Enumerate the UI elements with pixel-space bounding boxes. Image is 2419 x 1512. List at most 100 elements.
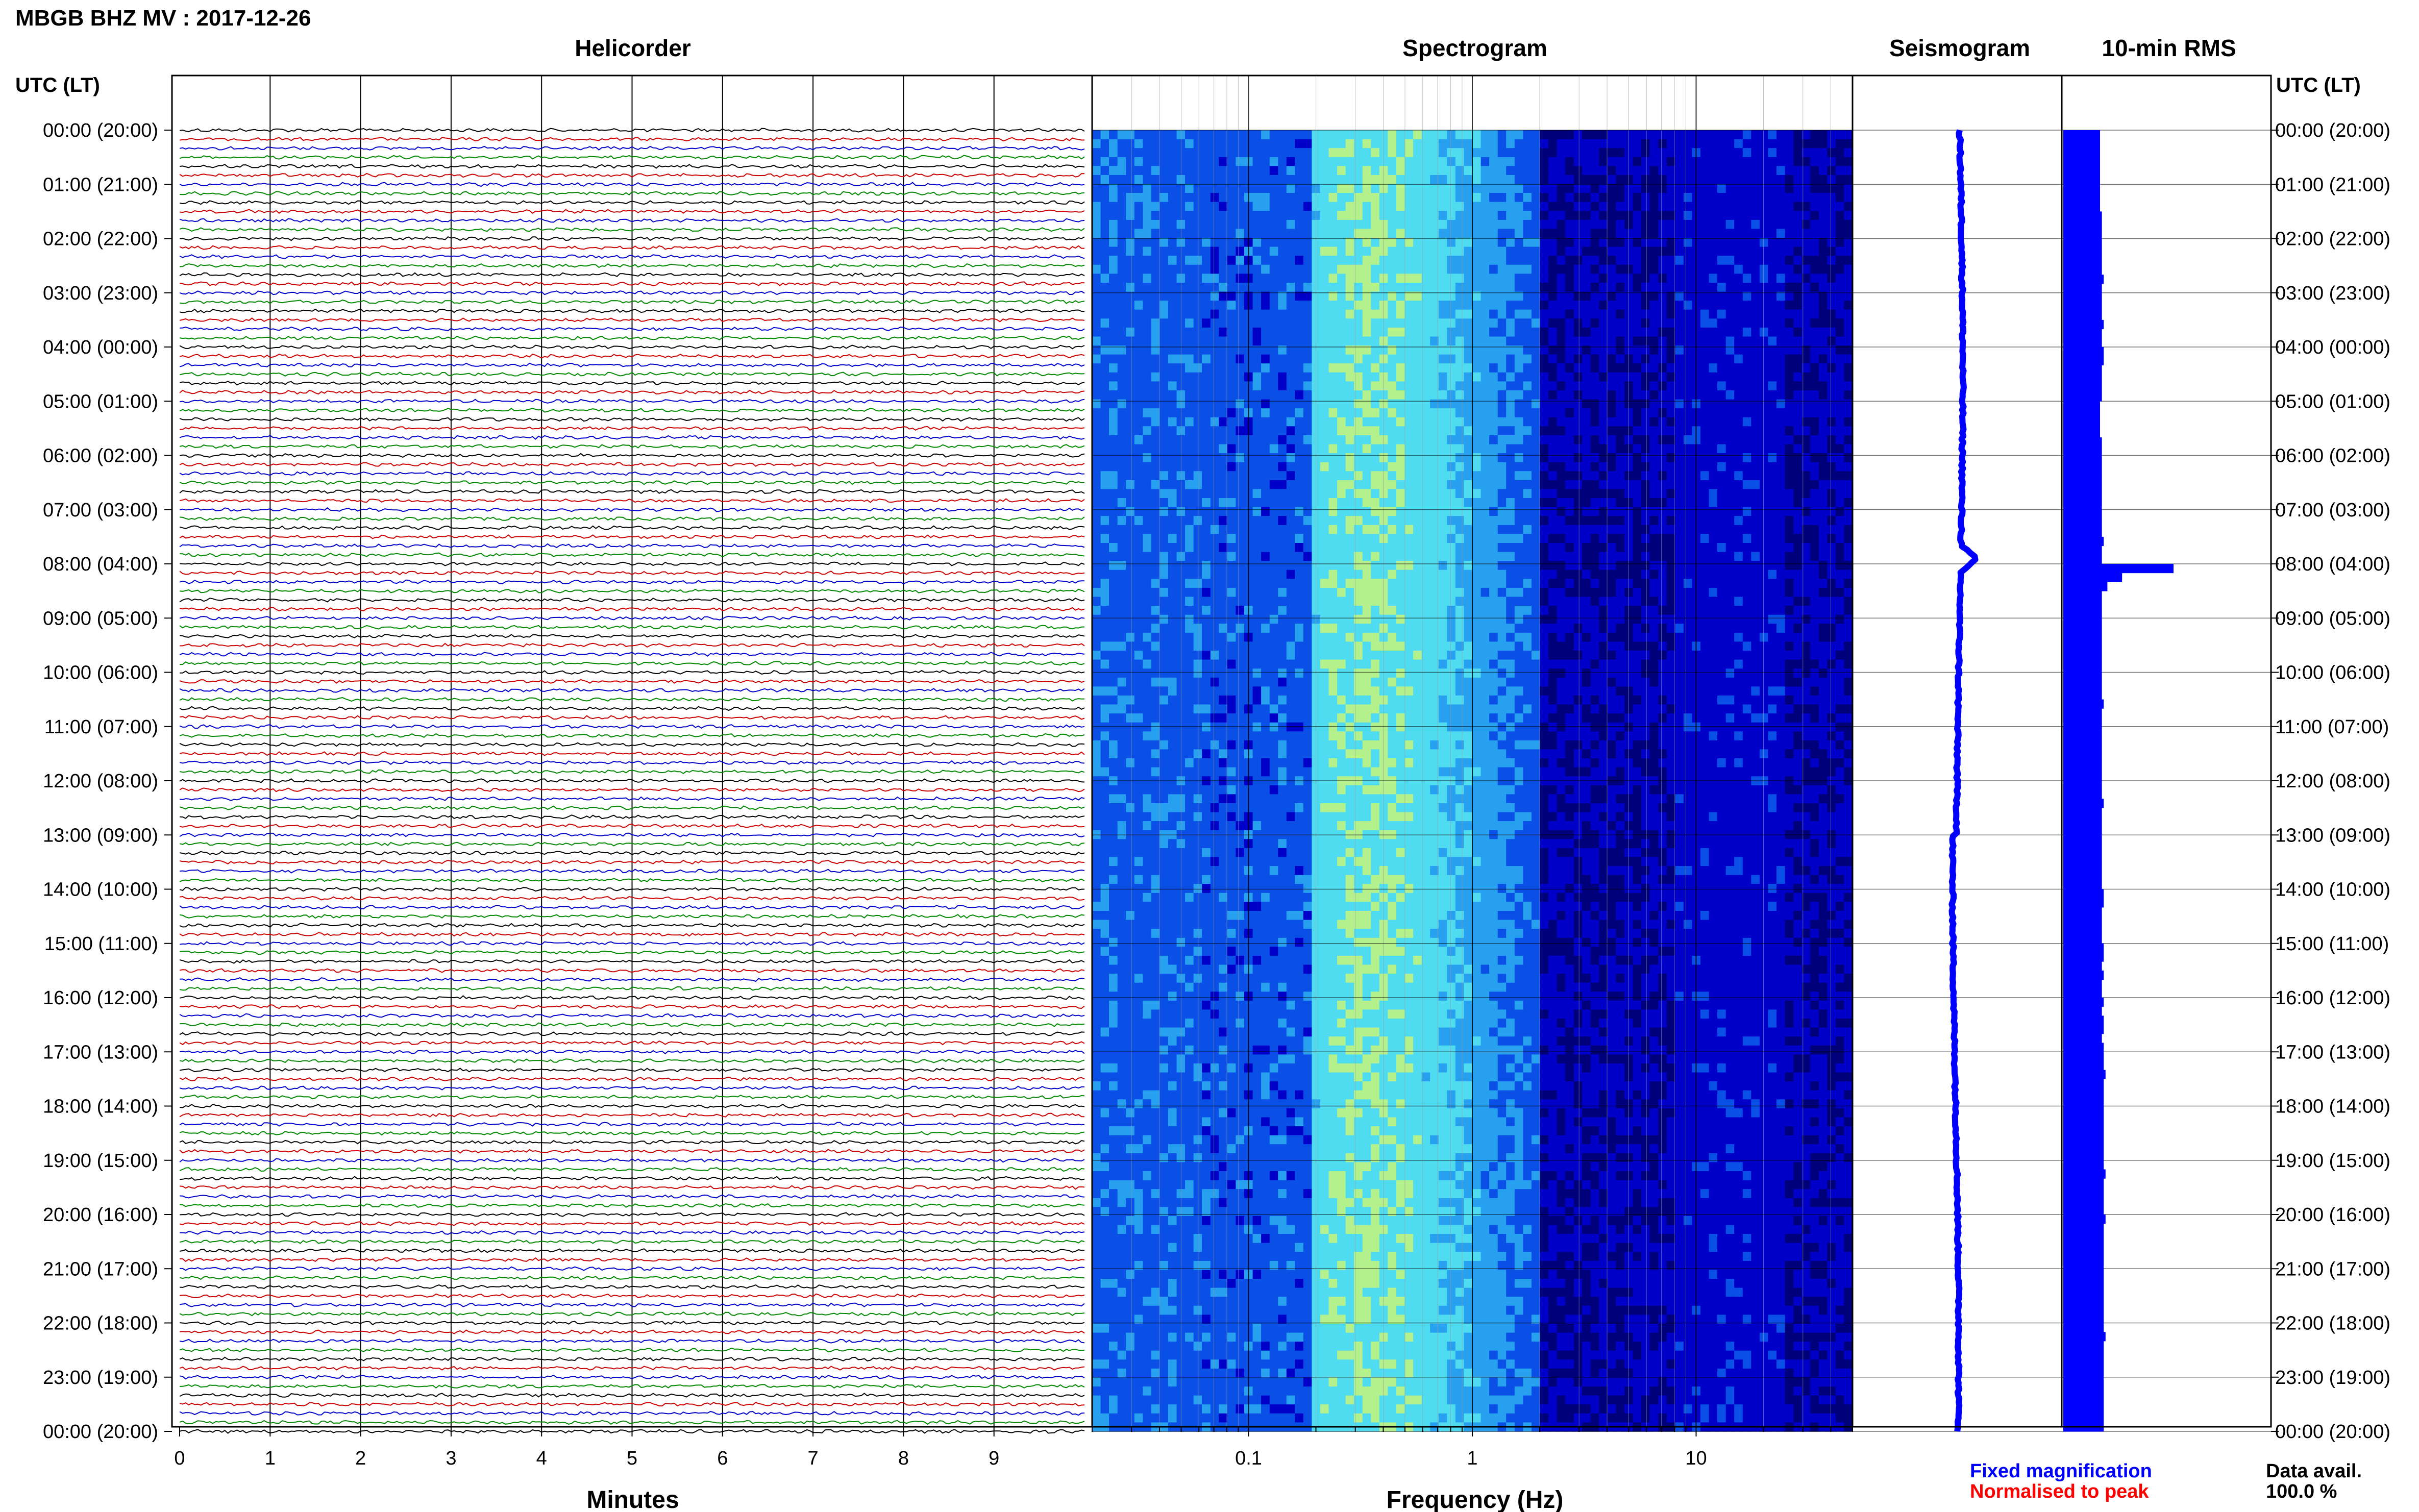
spectrogram-cell [1438, 453, 1447, 463]
spectrogram-cell [1117, 408, 1126, 418]
spectrogram-cell [1151, 229, 1161, 238]
spectrogram-cell [1599, 363, 1608, 373]
spectrogram-cell [1480, 426, 1490, 436]
spectrogram-cell [1193, 480, 1202, 490]
spectrogram-cell [1835, 157, 1845, 166]
spectrogram-cell [1413, 274, 1422, 283]
spectrogram-cell [1379, 390, 1389, 400]
spectrogram-cell [1455, 193, 1465, 203]
spectrogram-cell [1396, 246, 1405, 256]
spectrogram-cell [1725, 408, 1735, 418]
spectrogram-cell [1649, 426, 1659, 436]
spectrogram-cell [1109, 516, 1118, 526]
spectrogram-cell [1785, 543, 1794, 553]
helicorder-trace [179, 1366, 1085, 1371]
spectrogram-cell [1607, 246, 1617, 256]
spectrogram-cell [1607, 435, 1617, 445]
spectrogram-cell [1168, 363, 1177, 373]
spectrogram-cell [1219, 597, 1228, 606]
spectrogram-cell [1396, 435, 1405, 445]
spectrogram-cell [1506, 462, 1515, 472]
spectrogram-cell [1354, 597, 1363, 606]
spectrogram-cell [1100, 408, 1109, 418]
spectrogram-cell [1540, 291, 1549, 301]
spectrogram-cell [1328, 579, 1338, 588]
spectrogram-cell [1159, 238, 1169, 247]
spectrogram-cell [1286, 480, 1295, 490]
spectrogram-cell [1362, 579, 1371, 588]
spectrogram-cell [1835, 184, 1845, 193]
spectrogram-cell [1540, 363, 1549, 373]
spectrogram-cell [1785, 246, 1794, 256]
spectrogram-cell [1143, 453, 1152, 463]
spectrogram-cell [1810, 309, 1819, 319]
spectrogram-cell [1447, 561, 1456, 571]
spectrogram-cell [1700, 264, 1710, 274]
spectrogram-cell [1371, 543, 1380, 553]
spectrogram-cell [1540, 327, 1549, 337]
spectrogram-cell [1379, 372, 1389, 382]
spectrogram-cell [1117, 372, 1126, 382]
spectrogram-cell [1151, 480, 1161, 490]
spectrogram-cell [1430, 219, 1439, 230]
helicorder-trace [179, 462, 1085, 467]
spectrogram-cell [1480, 587, 1490, 598]
spectrogram-cell [1573, 390, 1583, 400]
spectrogram-cell [1295, 274, 1304, 283]
spectrogram-cell [1126, 202, 1135, 211]
spectrogram-cell [1844, 219, 1853, 230]
spectrogram-cell [1793, 426, 1803, 436]
spectrogram-cell [1717, 579, 1726, 588]
spectrogram-cell [1497, 148, 1507, 158]
spectrogram-cell [1269, 534, 1278, 543]
spectrogram-cell [1202, 561, 1211, 571]
spectrogram-cell [1810, 157, 1819, 166]
spectrogram-cell [1345, 462, 1354, 472]
spectrogram-cell [1557, 202, 1566, 211]
spectrogram-cell [1109, 184, 1118, 193]
spectrogram-cell [1371, 507, 1380, 516]
spectrogram-cell [1092, 426, 1101, 436]
spectrogram-cell [1785, 301, 1794, 310]
spectrogram-cell [1328, 543, 1338, 553]
spectrogram-cell [1447, 301, 1456, 310]
spectrogram-cell [1345, 309, 1354, 319]
spectrogram-cell [1548, 283, 1558, 292]
spectrogram-cell [1151, 587, 1161, 598]
spectrogram-cell [1835, 399, 1845, 409]
spectrogram-cell [1759, 238, 1769, 247]
spectrogram-cell [1354, 318, 1363, 328]
spectrogram-cell [1455, 130, 1465, 140]
spectrogram-cell [1489, 516, 1498, 526]
spectrogram-cell [1202, 318, 1211, 328]
spectrogram-cell [1464, 238, 1473, 247]
spectrogram-cell [1768, 561, 1777, 571]
spectrogram-cell [1404, 507, 1414, 516]
spectrogram-cell [1337, 390, 1346, 400]
spectrogram-cell [1590, 552, 1599, 561]
spectrogram-cell [1523, 489, 1532, 499]
spectrogram-cell [1143, 372, 1152, 382]
spectrogram-cell [1143, 157, 1152, 166]
spectrogram-cell [1768, 148, 1777, 158]
spectrogram-cell [1700, 489, 1710, 499]
spectrogram-cell [1303, 498, 1313, 508]
spectrogram-cell [1159, 597, 1169, 606]
spectrogram-cell [1573, 381, 1583, 391]
helicorder-trace [179, 905, 1085, 910]
spectrogram-cell [1700, 246, 1710, 256]
spectrogram-cell [1295, 157, 1304, 166]
spectrogram-cell [1430, 525, 1439, 534]
spectrogram-cell [1827, 246, 1836, 256]
spectrogram-cell [1700, 130, 1710, 140]
spectrogram-cell [1286, 229, 1295, 238]
spectrogram-cell [1328, 587, 1338, 598]
spectrogram-cell [1683, 507, 1693, 516]
spectrogram-cell [1252, 597, 1262, 606]
spectrogram-cell [1362, 202, 1371, 211]
spectrogram-cell [1303, 202, 1313, 211]
spectrogram-cell [1404, 318, 1414, 328]
spectrogram-cell [1801, 525, 1811, 534]
spectrogram-cell [1100, 435, 1109, 445]
spectrogram-cell [1388, 229, 1397, 238]
